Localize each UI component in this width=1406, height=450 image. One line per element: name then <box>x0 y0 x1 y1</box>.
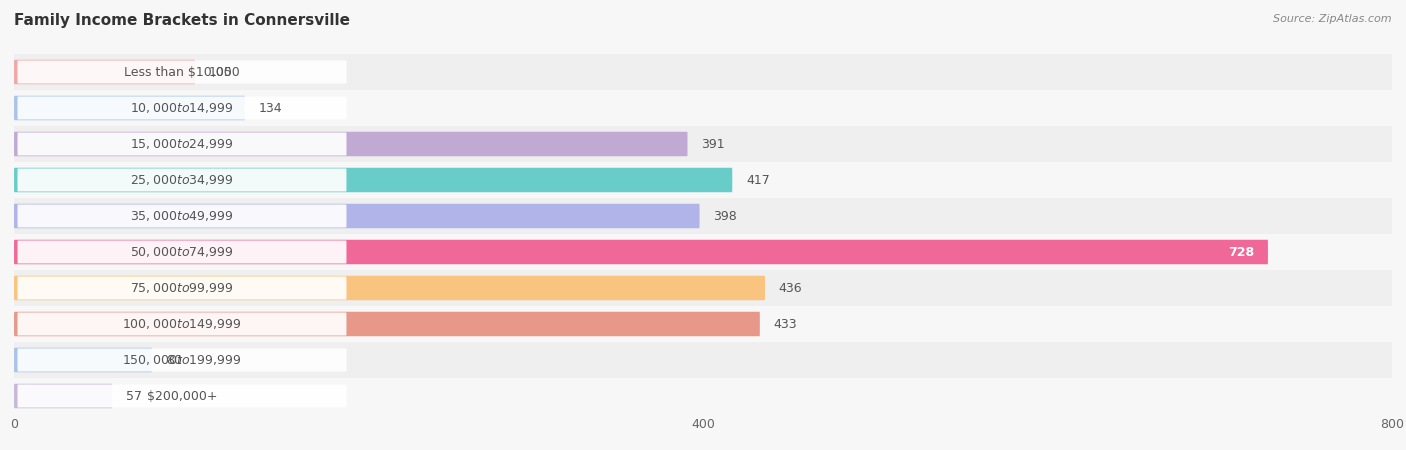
Text: $150,000 to $199,999: $150,000 to $199,999 <box>122 353 242 367</box>
FancyBboxPatch shape <box>14 96 245 120</box>
Text: 728: 728 <box>1227 246 1254 258</box>
FancyBboxPatch shape <box>14 312 759 336</box>
FancyBboxPatch shape <box>14 204 700 228</box>
Text: 134: 134 <box>259 102 283 114</box>
Text: $200,000+: $200,000+ <box>146 390 218 402</box>
FancyBboxPatch shape <box>14 198 1392 234</box>
Text: 391: 391 <box>702 138 725 150</box>
FancyBboxPatch shape <box>14 126 1392 162</box>
FancyBboxPatch shape <box>14 234 1392 270</box>
FancyBboxPatch shape <box>14 348 152 372</box>
Text: 398: 398 <box>713 210 737 222</box>
FancyBboxPatch shape <box>14 54 1392 90</box>
FancyBboxPatch shape <box>17 60 346 84</box>
FancyBboxPatch shape <box>14 240 1268 264</box>
FancyBboxPatch shape <box>17 384 346 408</box>
FancyBboxPatch shape <box>14 378 1392 414</box>
Text: $10,000 to $14,999: $10,000 to $14,999 <box>131 101 233 115</box>
Text: 417: 417 <box>747 174 770 186</box>
FancyBboxPatch shape <box>17 132 346 156</box>
Text: Less than $10,000: Less than $10,000 <box>124 66 240 78</box>
FancyBboxPatch shape <box>14 384 112 408</box>
Text: $25,000 to $34,999: $25,000 to $34,999 <box>131 173 233 187</box>
FancyBboxPatch shape <box>14 270 1392 306</box>
Text: 80: 80 <box>166 354 181 366</box>
Text: 433: 433 <box>773 318 797 330</box>
FancyBboxPatch shape <box>14 306 1392 342</box>
FancyBboxPatch shape <box>17 240 346 264</box>
FancyBboxPatch shape <box>14 90 1392 126</box>
Text: Source: ZipAtlas.com: Source: ZipAtlas.com <box>1274 14 1392 23</box>
FancyBboxPatch shape <box>14 168 733 192</box>
FancyBboxPatch shape <box>17 96 346 120</box>
FancyBboxPatch shape <box>14 276 765 300</box>
FancyBboxPatch shape <box>14 132 688 156</box>
Text: 436: 436 <box>779 282 803 294</box>
FancyBboxPatch shape <box>14 60 195 84</box>
FancyBboxPatch shape <box>17 204 346 228</box>
FancyBboxPatch shape <box>17 312 346 336</box>
FancyBboxPatch shape <box>17 348 346 372</box>
Text: $35,000 to $49,999: $35,000 to $49,999 <box>131 209 233 223</box>
FancyBboxPatch shape <box>17 276 346 300</box>
Text: $75,000 to $99,999: $75,000 to $99,999 <box>131 281 233 295</box>
Text: $15,000 to $24,999: $15,000 to $24,999 <box>131 137 233 151</box>
FancyBboxPatch shape <box>14 162 1392 198</box>
Text: 57: 57 <box>127 390 142 402</box>
Text: $50,000 to $74,999: $50,000 to $74,999 <box>131 245 233 259</box>
FancyBboxPatch shape <box>14 342 1392 378</box>
Text: Family Income Brackets in Connersville: Family Income Brackets in Connersville <box>14 14 350 28</box>
FancyBboxPatch shape <box>17 168 346 192</box>
Text: 105: 105 <box>208 66 232 78</box>
Text: $100,000 to $149,999: $100,000 to $149,999 <box>122 317 242 331</box>
